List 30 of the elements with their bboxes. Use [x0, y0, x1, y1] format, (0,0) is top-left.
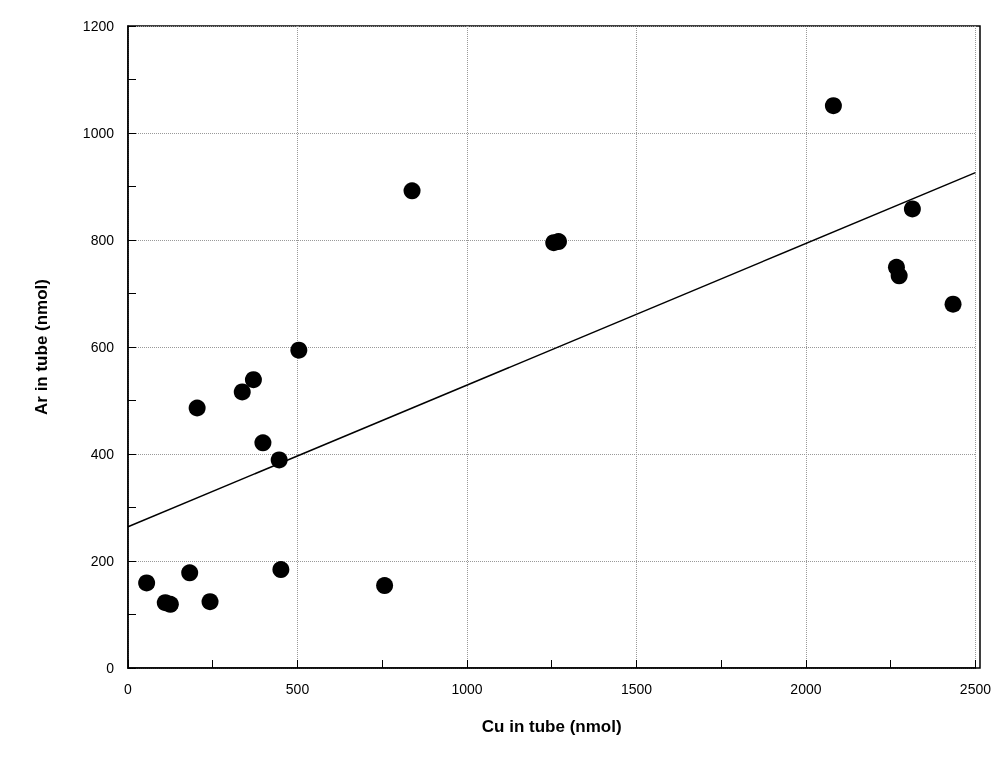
- x-tick-label: 1000: [451, 681, 483, 697]
- point: [254, 434, 272, 452]
- y-tick-label: 1200: [82, 18, 115, 34]
- point: [272, 561, 290, 579]
- y-tick-label: 600: [90, 339, 115, 355]
- x-tick-label: 500: [285, 681, 310, 697]
- y-tick-label: 0: [106, 660, 115, 676]
- y-tick-label: 1000: [82, 125, 115, 141]
- point: [403, 182, 421, 200]
- x-tick-label: 0: [124, 681, 133, 697]
- y-axis-title: Ar in tube (nmol): [32, 279, 51, 415]
- point: [181, 564, 199, 582]
- x-tick-label: 2500: [959, 681, 992, 697]
- point: [944, 295, 962, 313]
- point: [890, 267, 908, 285]
- point: [824, 97, 842, 115]
- point: [201, 593, 219, 611]
- x-axis-title: Cu in tube (nmol): [481, 717, 622, 736]
- point: [244, 371, 262, 389]
- point: [188, 399, 206, 417]
- x-tick-label: 2000: [790, 681, 822, 697]
- y-tick-label: 400: [90, 446, 115, 462]
- point: [903, 200, 921, 218]
- y-tick-label: 200: [90, 553, 115, 569]
- point: [233, 383, 251, 401]
- x-tick-label: 1500: [620, 681, 653, 697]
- y-tick-label: 800: [90, 232, 115, 248]
- point: [138, 574, 156, 592]
- point: [376, 577, 394, 595]
- point: [290, 341, 308, 359]
